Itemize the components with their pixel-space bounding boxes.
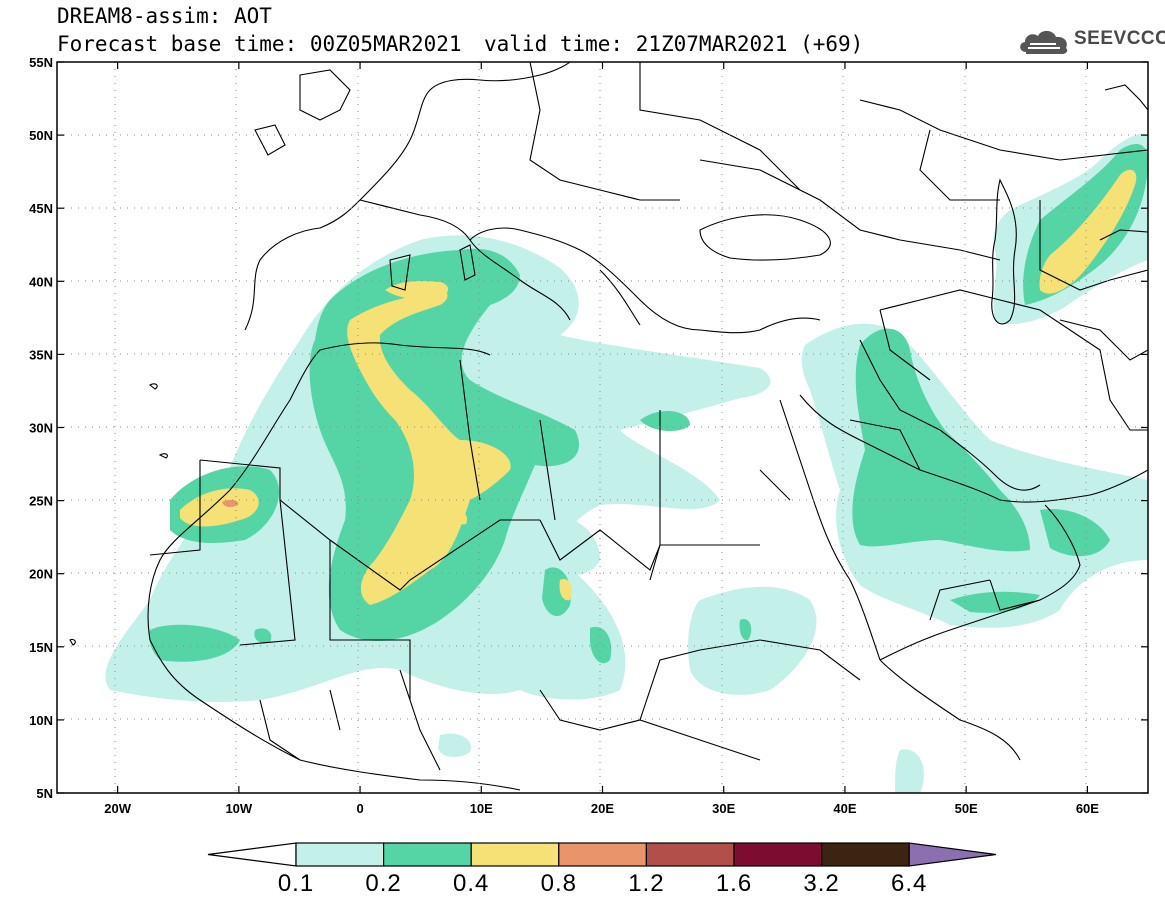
colorbar-label: 1.2 — [628, 870, 665, 897]
coastlines-borders — [69, 62, 1148, 791]
lon-tick-label: 20W — [104, 801, 131, 816]
lat-tick-label: 25N — [29, 494, 53, 509]
valid-time: valid time: 21Z07MAR2021 (+69) — [484, 32, 864, 56]
logo-text: SEEVCCC — [1074, 28, 1165, 49]
lon-tick-label: 50E — [955, 801, 978, 816]
lon-tick-label: 40E — [833, 801, 856, 816]
colorbar-label: 3.2 — [803, 870, 840, 897]
seevccc-logo: SEEVCCC — [1016, 22, 1165, 62]
aot-level-0.8 — [222, 499, 239, 507]
colorbar-segment — [645, 842, 735, 867]
colorbar-label: 1.6 — [715, 870, 753, 897]
colorbar-label: 0.8 — [540, 870, 577, 897]
colorbar — [207, 842, 997, 867]
graticule — [57, 62, 1148, 793]
colorbar-segment — [820, 842, 910, 867]
lat-tick-label: 50N — [29, 128, 53, 143]
colorbar-over-triangle — [908, 842, 997, 867]
colorbar-segment — [295, 842, 385, 867]
cloud-icon — [1020, 30, 1068, 54]
colorbar-segment — [470, 842, 560, 867]
colorbar-label: 0.4 — [453, 870, 490, 897]
lon-tick-label: 20E — [591, 801, 614, 816]
lon-tick-label: 60E — [1076, 801, 1099, 816]
colorbar-label: 0.1 — [277, 870, 315, 897]
colorbar-segment — [733, 842, 823, 867]
lat-tick-label: 15N — [29, 640, 53, 655]
colorbar-label: 6.4 — [891, 870, 928, 897]
lat-tick-label: 30N — [29, 421, 53, 436]
lat-tick-label: 35N — [29, 347, 53, 362]
lat-tick-label: 5N — [36, 786, 53, 801]
colorbar-segment — [558, 842, 647, 867]
lon-tick-label: 30E — [712, 801, 735, 816]
colorbar-under-triangle — [207, 842, 297, 867]
lat-tick-label: 45N — [29, 201, 53, 216]
lon-tick-label: 0 — [356, 801, 363, 816]
lon-tick-label: 10E — [470, 801, 493, 816]
lat-tick-label: 10N — [29, 713, 53, 728]
lat-tick-label: 40N — [29, 274, 53, 289]
lon-tick-label: 10W — [225, 801, 252, 816]
lat-tick-label: 55N — [29, 55, 53, 70]
map-title: DREAM8-assim: AOT — [57, 4, 272, 28]
colorbar-segment — [383, 842, 472, 867]
forecast-base-time: Forecast base time: 00Z05MAR2021 — [57, 32, 462, 56]
colorbar-label: 0.2 — [365, 870, 402, 897]
lat-tick-label: 20N — [29, 567, 53, 582]
